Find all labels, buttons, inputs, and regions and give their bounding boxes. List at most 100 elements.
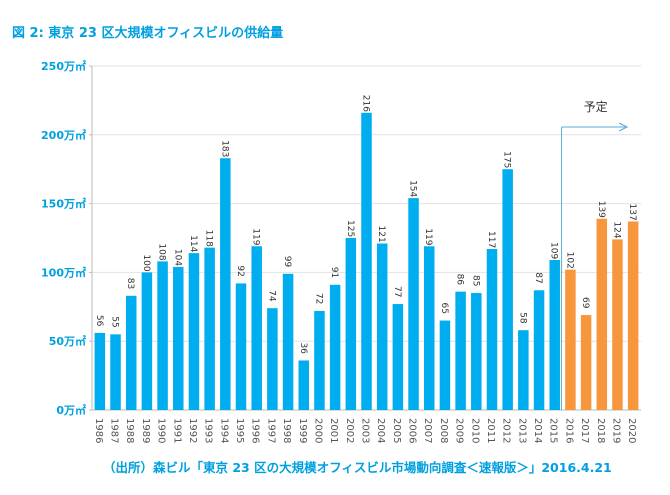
x-tick-label: 2008: [438, 418, 449, 443]
data-label: 114: [188, 235, 198, 252]
data-label: 99: [282, 256, 292, 268]
bar: [549, 260, 560, 410]
x-tick-label: 2018: [595, 418, 606, 443]
x-tick-label: 2015: [548, 418, 559, 443]
bar: [235, 283, 247, 410]
data-label: 109: [549, 242, 559, 259]
bar: [408, 198, 419, 410]
x-tick-label: 1994: [218, 418, 229, 443]
bar: [329, 284, 341, 410]
data-label: 72: [313, 293, 323, 304]
forecast-arrow-head: [618, 122, 629, 132]
data-label: 91: [329, 267, 339, 278]
bar: [423, 246, 435, 410]
x-tick-label: 2007: [422, 418, 433, 443]
x-tick-label: 2000: [312, 418, 323, 443]
bar: [157, 261, 168, 410]
bar: [314, 310, 325, 410]
data-label: 124: [611, 221, 621, 238]
x-tick-label: 1993: [203, 418, 214, 443]
data-label: 117: [486, 231, 496, 248]
x-tick-label: 1986: [93, 418, 104, 443]
data-label: 154: [408, 180, 418, 197]
y-tick-label: 250万㎡: [41, 59, 86, 73]
data-label: 92: [235, 265, 245, 276]
bar: [125, 295, 137, 410]
bar: [486, 249, 498, 410]
y-tick-label: 100万㎡: [41, 265, 86, 279]
x-tick-label: 1991: [171, 418, 182, 443]
x-tick-label: 2004: [375, 418, 386, 443]
y-tick-label: 150万㎡: [41, 197, 86, 211]
bar-forecast: [627, 221, 639, 410]
bar: [533, 290, 545, 410]
x-tick-label: 2013: [516, 418, 527, 443]
source-note: （出所）森ビル「東京 23 区の大規模オフィスビル市場動向調査＜速報版＞」201…: [103, 460, 612, 475]
x-tick-label: 2017: [579, 418, 590, 443]
data-label: 36: [298, 342, 308, 354]
data-label: 175: [502, 151, 512, 168]
x-tick-label: 1999: [297, 418, 308, 443]
bar: [141, 272, 153, 410]
x-tick-label: 2009: [454, 418, 465, 443]
bar: [376, 243, 388, 410]
x-tick-label: 2012: [501, 418, 512, 443]
data-label: 108: [157, 243, 167, 260]
bar-forecast: [596, 218, 608, 410]
bar: [392, 304, 404, 410]
data-label: 83: [125, 278, 135, 289]
x-tick-label: 1987: [109, 418, 120, 443]
bar-forecast: [612, 239, 623, 410]
data-label: 119: [423, 228, 433, 245]
x-tick-label: 2005: [391, 418, 402, 443]
bar: [345, 238, 357, 410]
x-tick-label: 1996: [250, 418, 261, 443]
x-tick-label: 2001: [328, 418, 339, 443]
data-label: 87: [533, 272, 543, 283]
data-label: 74: [266, 290, 276, 302]
bar: [298, 360, 310, 410]
y-tick-label: 0万㎡: [56, 403, 86, 417]
x-tick-label: 2011: [485, 418, 496, 443]
data-label: 183: [219, 140, 229, 157]
data-label: 58: [517, 312, 527, 324]
bar: [204, 247, 215, 410]
data-label: 216: [361, 95, 371, 112]
y-tick-label: 200万㎡: [41, 128, 86, 142]
x-tick-label: 1992: [187, 418, 198, 443]
x-tick-label: 2016: [563, 418, 574, 443]
data-label: 137: [627, 203, 637, 220]
bar: [282, 273, 294, 410]
x-tick-label: 1998: [281, 418, 292, 443]
forecast-label: 予定: [584, 99, 608, 114]
data-label: 69: [580, 297, 590, 309]
x-tick-label: 2002: [344, 418, 355, 443]
x-tick-label: 2014: [532, 418, 543, 443]
data-label: 55: [110, 316, 120, 327]
y-tick-label: 50万㎡: [49, 334, 86, 348]
bar: [267, 308, 278, 410]
bar-forecast: [580, 315, 592, 410]
bar: [471, 293, 482, 410]
bar: [94, 332, 106, 410]
data-label: 139: [596, 201, 606, 218]
x-tick-label: 1988: [124, 418, 135, 443]
bar: [220, 158, 231, 410]
bar: [173, 266, 184, 410]
data-label: 125: [345, 220, 355, 237]
x-tick-label: 1990: [156, 418, 167, 443]
data-label: 121: [376, 226, 386, 243]
x-tick-label: 2003: [360, 418, 371, 443]
bar: [439, 320, 451, 410]
bar: [455, 291, 466, 410]
chart-title: 図 2: 東京 23 区大規模オフィスビルの供給量: [12, 26, 284, 41]
x-tick-label: 2020: [626, 418, 637, 443]
data-label: 86: [455, 274, 465, 286]
x-tick-label: 2019: [610, 418, 621, 443]
x-tick-label: 1989: [140, 418, 151, 443]
data-label: 56: [94, 315, 104, 327]
data-label: 104: [172, 249, 182, 266]
data-label: 77: [392, 286, 402, 297]
x-tick-label: 1995: [234, 418, 245, 443]
